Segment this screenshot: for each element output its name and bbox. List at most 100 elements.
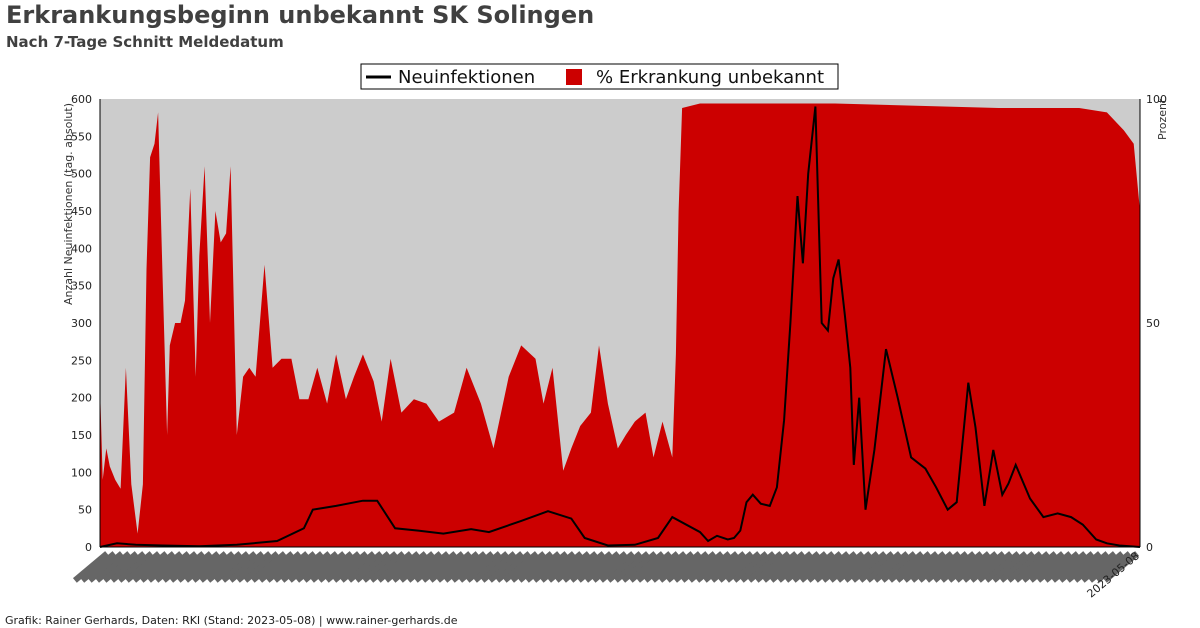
x-tick-mark <box>480 551 517 583</box>
x-tick-mark <box>110 551 147 583</box>
y-tick-label: 400 <box>71 242 92 255</box>
y-ticks-left: 0 50 100 150 200 250 300 350 400 450 500 550 600 <box>71 93 92 554</box>
footer-credit: Grafik: Rainer Gerhards, Daten: RKI (Sta… <box>5 614 458 627</box>
x-tick-mark <box>643 551 680 583</box>
x-tick-mark <box>613 551 650 583</box>
new-infections-line <box>99 106 1141 548</box>
x-tick-mark <box>813 551 850 583</box>
x-tick-mark <box>198 551 235 583</box>
y-ticks-right: 0 50 100 <box>1146 93 1167 554</box>
x-tick-mark <box>339 551 376 583</box>
x-tick-mark <box>243 551 280 583</box>
x-tick-mark <box>806 551 843 583</box>
x-tick-mark <box>554 551 591 583</box>
x-tick-mark <box>739 551 776 583</box>
x-tick-mark <box>1073 551 1110 583</box>
x-tick-mark <box>302 551 339 583</box>
x-tick-mark <box>762 551 799 583</box>
x-tick-mark <box>1058 551 1095 583</box>
x-tick-mark <box>954 551 991 583</box>
x-tick-mark <box>650 551 687 583</box>
x-tick-mark <box>725 551 762 583</box>
x-tick-mark <box>680 551 717 583</box>
x-ticks: 2023-05-08 <box>72 549 1142 600</box>
x-tick-mark <box>939 551 976 583</box>
x-tick-mark <box>436 551 473 583</box>
x-tick-mark <box>1006 551 1043 583</box>
x-tick-mark <box>702 551 739 583</box>
x-tick-mark <box>102 551 139 583</box>
x-tick-mark <box>606 551 643 583</box>
x-tick-mark <box>658 551 695 583</box>
x-tick-mark <box>139 551 176 583</box>
x-tick-mark <box>206 551 243 583</box>
x-tick-mark <box>265 551 302 583</box>
x-tick-mark <box>695 551 732 583</box>
legend-box <box>360 63 839 90</box>
x-tick-mark <box>443 551 480 583</box>
x-tick-mark <box>421 551 458 583</box>
x-tick-mark <box>213 551 250 583</box>
x-tick-mark <box>1065 551 1102 583</box>
x-tick-mark <box>888 551 925 583</box>
y-tick-label: 150 <box>71 429 92 442</box>
x-tick-mark <box>80 551 117 583</box>
y-tick-label: 200 <box>71 392 92 405</box>
x-tick-mark <box>1088 551 1125 583</box>
x-tick-mark <box>517 551 554 583</box>
x-tick-mark <box>843 551 880 583</box>
x-tick-mark <box>717 551 754 583</box>
x-tick-mark <box>369 551 406 583</box>
x-tick-mark <box>428 551 465 583</box>
x-tick-mark <box>784 551 821 583</box>
x-tick-mark <box>273 551 310 583</box>
x-tick-mark <box>361 551 398 583</box>
x-tick-mark <box>747 551 784 583</box>
x-tick-mark <box>95 551 132 583</box>
x-tick-mark <box>858 551 895 583</box>
x-tick-mark <box>1028 551 1065 583</box>
x-tick-mark <box>569 551 606 583</box>
x-tick-mark <box>376 551 413 583</box>
x-tick-mark <box>776 551 813 583</box>
x-tick-mark <box>547 551 584 583</box>
legend-label-neuinfektionen: Neuinfektionen <box>398 67 535 88</box>
x-tick-mark <box>465 551 502 583</box>
legend-area-swatch <box>566 69 582 85</box>
x-tick-mark <box>999 551 1036 583</box>
x-tick-mark <box>895 551 932 583</box>
percent-unknown-area <box>100 103 1140 547</box>
x-tick-mark <box>873 551 910 583</box>
x-tick-mark <box>910 551 947 583</box>
x-tick-mark <box>562 551 599 583</box>
x-tick-mark <box>962 551 999 583</box>
x-tick-mark <box>902 551 939 583</box>
x-tick-mark <box>828 551 865 583</box>
x-tick-mark <box>591 551 628 583</box>
x-tick-mark <box>1095 551 1132 583</box>
x-tick-mark <box>969 551 1006 583</box>
x-tick-mark <box>280 551 317 583</box>
x-tick-mark <box>1043 551 1080 583</box>
x-tick-mark <box>851 551 888 583</box>
x-tick-mark <box>258 551 295 583</box>
x-tick-mark <box>221 551 258 583</box>
x-tick-mark <box>154 551 191 583</box>
y2-tick-label: 100 <box>1146 93 1167 106</box>
x-tick-mark <box>161 551 198 583</box>
x-tick-mark <box>791 551 828 583</box>
x-tick-mark <box>732 551 769 583</box>
x-tick-mark <box>317 551 354 583</box>
chart-subtitle: Nach 7-Tage Schnitt Meldedatum <box>6 33 284 51</box>
x-tick-mark <box>87 551 124 583</box>
x-tick-mark <box>250 551 287 583</box>
x-tick-mark <box>1102 551 1139 583</box>
x-tick-mark <box>487 551 524 583</box>
x-tick-mark <box>917 551 954 583</box>
x-tick-mark <box>984 551 1021 583</box>
x-tick-mark <box>450 551 487 583</box>
x-tick-mark <box>184 551 221 583</box>
x-tick-mark <box>1051 551 1088 583</box>
x-tick-mark <box>287 551 324 583</box>
y-tick-label: 250 <box>71 354 92 367</box>
